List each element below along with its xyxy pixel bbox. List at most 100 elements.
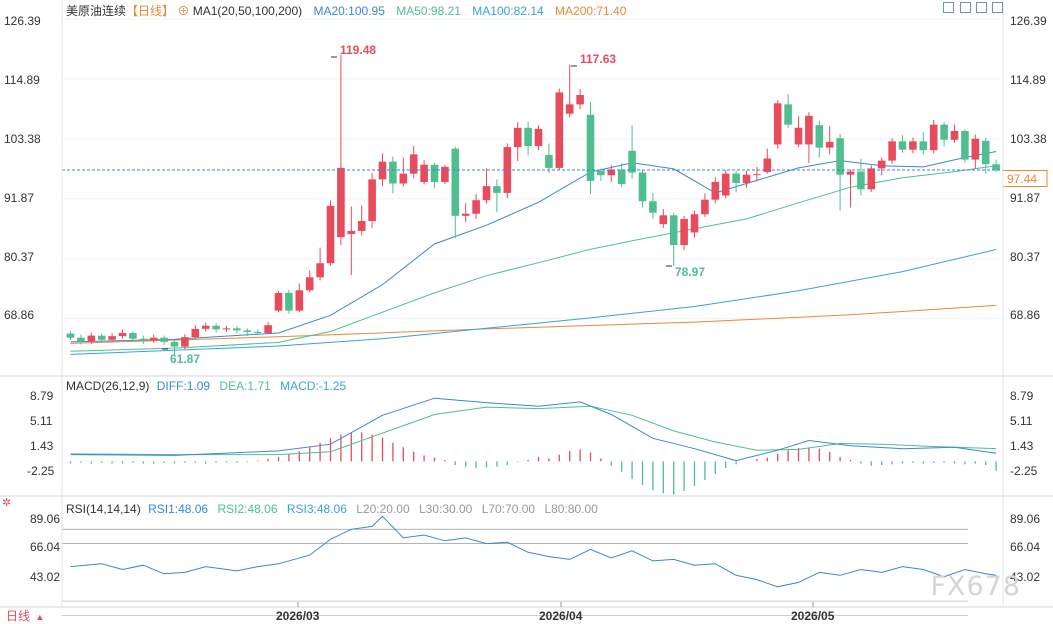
candle [461, 203, 470, 223]
candle [815, 120, 824, 158]
export-icon[interactable] [992, 2, 1003, 13]
candle-body [846, 171, 855, 175]
rsi1-value: RSI1:48.06 [148, 502, 209, 516]
candle-body [617, 169, 626, 185]
candle [181, 334, 189, 350]
candle-body [461, 213, 470, 216]
candle [597, 168, 605, 181]
candle [243, 328, 252, 337]
candle [472, 193, 480, 219]
candle-body [638, 172, 647, 202]
rsi-legend: RSI(14,14,14) RSI1:48.06 RSI2:48.06 RSI3… [66, 502, 598, 516]
candle [212, 323, 220, 333]
current-price-label: 97.44 [1007, 172, 1037, 186]
candle [129, 331, 137, 341]
candle [409, 146, 418, 179]
candle [337, 54, 345, 245]
candle [919, 131, 928, 155]
candle-body [732, 173, 740, 184]
candle-body [295, 290, 304, 311]
macd-dea-value: DEA:1.71 [219, 379, 271, 393]
period-selector[interactable]: 日线 ▲ [6, 607, 44, 624]
macd-tick-right: -2.25 [1010, 464, 1038, 478]
candle-body [534, 128, 543, 147]
candle-body [981, 140, 990, 165]
candle [742, 170, 751, 188]
time-axis: 2026/03 2026/04 2026/05 [276, 602, 835, 622]
candle-body [524, 127, 532, 147]
candle [909, 137, 917, 154]
price-tick-right: 80.37 [1010, 250, 1040, 264]
candle-body [149, 337, 158, 341]
symbol-name[interactable]: 美原油连续 [66, 4, 127, 18]
period-label[interactable]: 【日线】 [126, 4, 175, 18]
candle-body [482, 186, 491, 201]
candle-body [326, 205, 335, 264]
candle [170, 339, 179, 356]
settings-gear-icon[interactable]: ✲ [2, 497, 12, 509]
candle [357, 205, 366, 236]
price-tick-left: 80.37 [4, 250, 34, 264]
candle-body [399, 173, 408, 184]
rsi-level-70: L70:70.00 [481, 502, 536, 516]
macd-params[interactable]: MACD(26,12,9) [66, 379, 150, 393]
candle [191, 325, 200, 339]
candle-body [898, 141, 907, 150]
macd-axis: 8.79 5.11 1.43 -2.25 8.79 5.11 1.43 -2.2… [27, 389, 1038, 478]
add-symbol-icon[interactable]: ⊕ [177, 4, 190, 18]
rsi-tick-left: 89.06 [30, 512, 60, 526]
candle-body [742, 174, 751, 184]
candle [576, 89, 584, 110]
macd-tick-right: 5.11 [1010, 414, 1033, 428]
price-annotations: 119.48 117.63 78.97 61.87 [162, 43, 705, 366]
candle [898, 135, 907, 153]
period-selector-label: 日线 [6, 609, 31, 623]
candle-body [961, 130, 969, 160]
zoom-out-icon[interactable] [976, 2, 987, 13]
candle-body [690, 214, 699, 233]
rsi-axis: 89.06 66.04 43.02 89.06 66.04 43.02 [30, 512, 1040, 584]
candle [97, 333, 106, 343]
candle-body [305, 277, 314, 291]
candle-body [877, 160, 886, 169]
candle [846, 169, 855, 208]
zoom-in-icon[interactable] [960, 2, 971, 13]
macd-pane [69, 397, 997, 495]
candle [607, 165, 616, 182]
rsi-params[interactable]: RSI(14,14,14) [66, 502, 141, 516]
candle-body [815, 125, 824, 148]
candle [555, 88, 564, 170]
candle-body [649, 201, 657, 213]
macd-tick-right: 1.43 [1010, 439, 1034, 453]
main-legend: 美原油连续【日线】 ⊕ MA1(20,50,100,200) MA20:100.… [66, 4, 626, 18]
candle [753, 166, 761, 182]
candle [274, 290, 283, 313]
candle [201, 322, 210, 332]
candle-body [711, 181, 720, 200]
rsi2-value: RSI2:48.06 [217, 502, 278, 516]
candle [482, 168, 491, 204]
low2-label: 61.87 [170, 352, 200, 366]
candle [66, 330, 75, 340]
candle [721, 169, 730, 199]
candle [368, 173, 376, 228]
candle [857, 158, 865, 196]
price-tick-right: 68.86 [1010, 308, 1040, 322]
ma1-params[interactable]: MA1(20,50,100,200) [192, 4, 303, 18]
candle-body [430, 164, 439, 182]
candle [139, 335, 148, 344]
candle-body [701, 199, 709, 215]
candle-body [389, 161, 397, 184]
candle-body [378, 161, 387, 180]
rsi-level-30: L30:30.00 [418, 502, 473, 516]
macd-tick-left: 1.43 [30, 439, 54, 453]
candle-body [493, 186, 501, 193]
candle [565, 64, 574, 118]
price-axis-right: 126.39 114.89 103.38 91.87 80.37 68.86 [1010, 14, 1047, 322]
rsi-line [70, 515, 997, 588]
crosshair-icon[interactable] [943, 2, 954, 13]
candle-body [108, 336, 116, 340]
rsi3-value: RSI3:48.06 [286, 502, 347, 516]
candle-body [659, 215, 668, 225]
